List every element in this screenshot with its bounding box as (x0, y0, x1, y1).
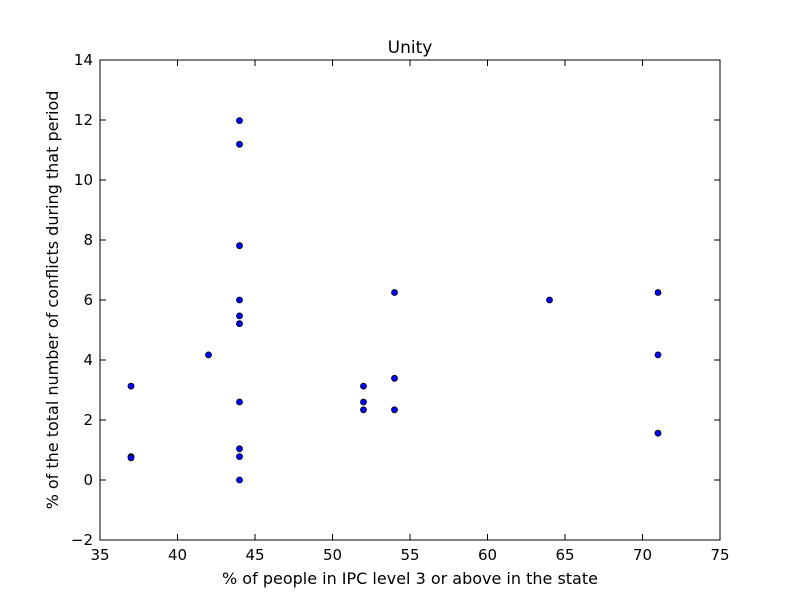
data-point (654, 289, 662, 296)
plot-background (100, 60, 720, 540)
y-tick-label: 4 (83, 351, 93, 369)
x-tick-label: 45 (245, 546, 264, 564)
y-tick-label: 10 (74, 171, 93, 189)
x-tick-label: 60 (478, 546, 497, 564)
data-point (205, 351, 212, 359)
y-tick-label: 2 (83, 411, 93, 429)
y-tick-label: 12 (74, 111, 93, 129)
x-tick-label: 50 (323, 546, 342, 564)
y-tick-label: −2 (71, 531, 93, 549)
data-point (236, 453, 243, 461)
data-point (236, 445, 243, 453)
data-point (236, 140, 243, 148)
data-point (236, 242, 243, 250)
data-point (236, 312, 243, 320)
data-point (391, 289, 398, 296)
plot-frame (99, 59, 721, 541)
x-tick-label: 65 (555, 546, 574, 564)
y-tick-label: 8 (83, 231, 93, 249)
y-tick-label: 14 (74, 51, 93, 69)
x-tick-label: 40 (168, 546, 187, 564)
data-point (391, 406, 398, 414)
x-tick-label: 55 (400, 546, 419, 564)
data-point (654, 429, 662, 437)
data-point (127, 382, 135, 390)
x-tick-label: 35 (90, 546, 109, 564)
data-point (236, 117, 243, 124)
x-axis-label: % of people in IPC level 3 or above in t… (222, 569, 598, 588)
axis-ticks: 35 40 45 50 55 60 65 70 75 −2 0 2 4 6 8 10 12 14 (71, 51, 730, 564)
data-point (236, 398, 243, 406)
data-point (654, 351, 662, 359)
x-tick-label: 70 (633, 546, 652, 564)
data-point (360, 382, 367, 390)
data-point (391, 374, 398, 382)
data-point (236, 320, 243, 328)
y-axis-label: % of the total number of conflicts durin… (43, 91, 62, 510)
y-tick-label: 6 (83, 291, 93, 309)
data-point (546, 296, 553, 304)
y-tick-label: 0 (83, 471, 93, 489)
data-points (127, 117, 662, 484)
chart-title: Unity (388, 38, 433, 58)
data-point (236, 476, 243, 484)
data-point (236, 296, 243, 304)
data-point (127, 454, 135, 462)
x-tick-label: 75 (710, 546, 729, 564)
data-point (360, 406, 367, 414)
data-point (360, 398, 367, 406)
